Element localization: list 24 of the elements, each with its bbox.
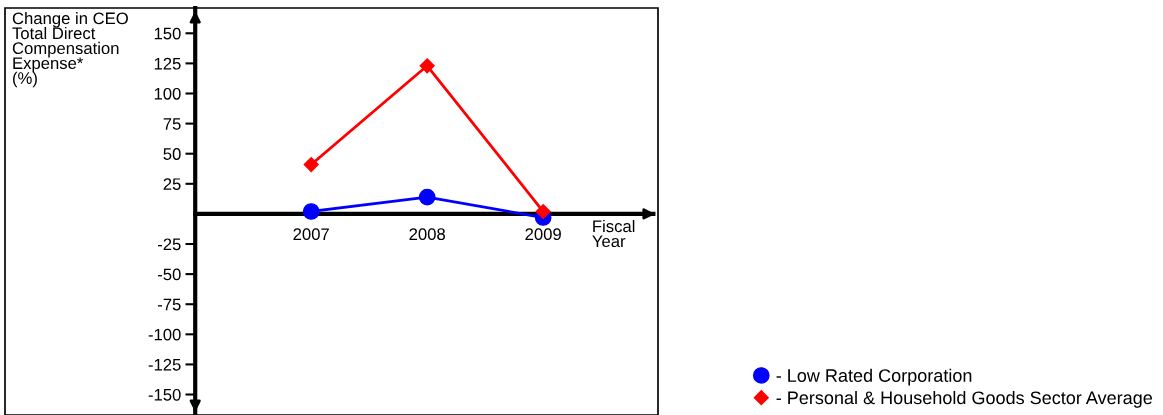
y-tick-label: -50 (157, 268, 181, 281)
y-tick-label: 25 (163, 178, 181, 191)
point (535, 203, 551, 220)
x-tick-label: 2008 (409, 228, 445, 241)
y-tick-label: -75 (157, 298, 181, 311)
y-tick-label: -125 (148, 358, 181, 371)
legend-label: - Low Rated Corporation (776, 368, 972, 386)
point (302, 203, 320, 220)
y-tick-label: 100 (154, 87, 181, 100)
y-tick-label: 50 (163, 148, 181, 160)
y-axis-title: Change in CEO Total Direct Compensation Expense* (%) (12, 12, 128, 88)
y-tick-label: 125 (154, 57, 181, 70)
x-tick-label: 2007 (293, 228, 329, 241)
point (303, 156, 319, 173)
point (419, 58, 435, 74)
legend-label: - Personal & Household Goods Sector Average (776, 390, 1152, 408)
y-tick-label: -150 (148, 388, 181, 401)
y-tick-label: 75 (163, 118, 181, 130)
x-axis-title: Fiscal Year (592, 219, 635, 248)
x-tick-label: 2009 (525, 228, 561, 241)
point (418, 188, 436, 206)
y-tick-label: -100 (148, 328, 181, 341)
y-tick-label: 150 (154, 27, 181, 40)
y-tick-label: -25 (157, 238, 181, 251)
